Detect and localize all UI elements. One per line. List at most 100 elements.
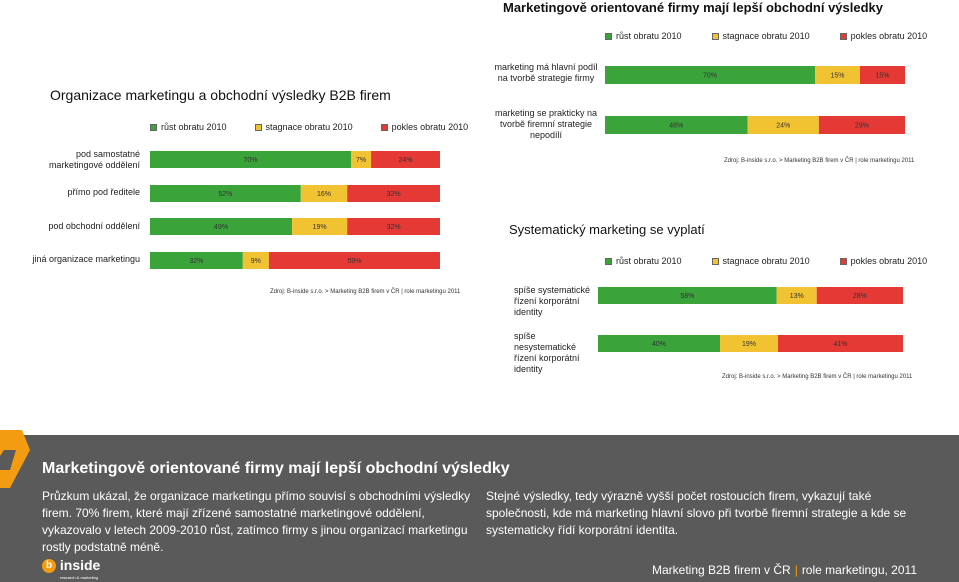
category-label: pod obchodní oddělení <box>48 221 140 231</box>
legend-label-stagnation: stagnace obratu 2010 <box>265 122 353 132</box>
chart-title-systematic: Systematický marketing se vyplatí <box>509 222 705 237</box>
legend-organization: růst obratu 2010 stagnace obratu 2010 po… <box>150 122 468 132</box>
bar-value-label: 15% <box>875 73 889 80</box>
legend-systematic: růst obratu 2010 stagnace obratu 2010 po… <box>605 256 927 266</box>
legend-item-growth: růst obratu 2010 <box>605 256 682 266</box>
page-title: Marketingově orientované firmy mají lepš… <box>503 0 884 15</box>
brand-name: inside <box>59 557 101 573</box>
bar-segment <box>818 116 905 134</box>
footer-text-left: Průzkum ukázal, že organizace marketingu… <box>42 489 471 554</box>
legend-swatch-stagnation <box>254 123 262 131</box>
source-text: Zdroj: B-inside s.r.o. > Marketing B2B f… <box>270 289 461 295</box>
legend-label-growth: růst obratu 2010 <box>616 256 682 266</box>
source-note-organization: Zdroj: B-inside s.r.o. > Marketing B2B f… <box>270 289 460 295</box>
bar-value-label: 41% <box>833 341 847 348</box>
bar-value-label: 19% <box>742 341 756 348</box>
bar-segment <box>776 287 817 304</box>
category-label: spíše systematické řízení korporátní ide… <box>514 285 591 317</box>
footer-panel <box>0 435 959 582</box>
bar-value-label: 32% <box>387 224 401 231</box>
bar-value-label: 49% <box>214 224 228 231</box>
bar-value-label: 7% <box>356 157 366 164</box>
bars-strategy: 70% 15% 15% 48% 24% 29% <box>605 66 905 134</box>
bar-value-label: 40% <box>652 341 666 348</box>
bar-segment <box>860 66 905 84</box>
bar-segment <box>816 287 903 304</box>
legend-item-growth: růst obratu 2010 <box>150 122 227 132</box>
bar-value-label: 9% <box>251 258 261 265</box>
legend-strategy: růst obratu 2010 stagnace obratu 2010 po… <box>605 31 927 41</box>
legend-swatch-decline <box>839 32 847 40</box>
bar-segment <box>347 185 440 202</box>
legend-swatch-stagnation <box>711 32 719 40</box>
legend-label-decline: pokles obratu 2010 <box>850 256 928 266</box>
legend-label-stagnation: stagnace obratu 2010 <box>722 31 810 41</box>
category-label: jiná organizace marketingu <box>32 254 140 264</box>
legend-swatch-growth <box>605 32 612 40</box>
bar-value-label: 16% <box>317 191 331 198</box>
bar-segment <box>605 116 748 134</box>
bar-segment <box>747 116 819 134</box>
source-note-systematic: Zdroj: B-inside s.r.o. > Marketing B2B f… <box>722 374 912 380</box>
bar-segment <box>815 66 860 84</box>
bar-segment <box>150 252 243 269</box>
source-text: Zdroj: B-inside s.r.o. > Marketing B2B f… <box>722 374 913 380</box>
source-note-strategy: Zdroj: B-inside s.r.o. > Marketing B2B f… <box>724 158 914 164</box>
legend-item-growth: růst obratu 2010 <box>605 31 682 41</box>
bar-value-label: 32% <box>387 191 401 198</box>
bar-segment <box>150 151 351 168</box>
brand-b-icon: b <box>42 559 56 574</box>
legend-swatch-stagnation <box>711 257 719 265</box>
bar-segment <box>150 218 293 235</box>
bar-segment <box>598 335 720 352</box>
category-label: pod samostatné marketingové oddělení <box>48 149 140 170</box>
bars-systematic: 58% 13% 28% 40% 19% 41% <box>598 287 903 352</box>
bars-organization: 70% 7% 24% 52% 16% 32% 49% 19% 32% 32% 9% 59% <box>150 151 440 269</box>
bar-value-label: 24% <box>776 123 790 130</box>
bar-value-label: 48% <box>669 123 683 130</box>
bar-segment <box>720 335 778 352</box>
chart-title-organization: Organizace marketingu a obchodní výsledk… <box>50 87 391 103</box>
bar-value-label: 59% <box>347 258 361 265</box>
category-label: marketing má hlavní podíl na tvorbě stra… <box>494 62 598 83</box>
legend-label-decline: pokles obratu 2010 <box>850 31 928 41</box>
bar-segment <box>292 218 348 235</box>
bar-value-label: 28% <box>853 293 867 300</box>
legend-item-decline: pokles obratu 2010 <box>839 31 928 41</box>
bar-value-label: 13% <box>790 293 804 300</box>
category-label: spíše nesystematické řízení korporátní i… <box>514 331 580 374</box>
legend-label-growth: růst obratu 2010 <box>616 31 682 41</box>
bar-segment <box>347 218 440 235</box>
bar-value-label: 70% <box>703 73 717 80</box>
bar-segment <box>350 151 372 168</box>
bar-segment <box>777 335 903 352</box>
bar-value-label: 32% <box>189 258 203 265</box>
source-text: Zdroj: B-inside s.r.o. > Marketing B2B f… <box>724 158 915 164</box>
legend-item-stagnation: stagnace obratu 2010 <box>711 31 810 41</box>
bar-value-label: 58% <box>680 293 694 300</box>
footer-title: Marketingově orientované firmy mají lepš… <box>42 460 510 477</box>
bar-segment <box>605 66 815 84</box>
legend-swatch-decline <box>839 257 847 265</box>
legend-swatch-decline <box>380 123 388 131</box>
bar-value-label: 19% <box>313 224 327 231</box>
category-label: přímo pod ředitele <box>67 187 140 197</box>
legend-item-decline: pokles obratu 2010 <box>380 122 468 132</box>
brand-tagline: research & marketing <box>60 575 99 580</box>
legend-item-stagnation: stagnace obratu 2010 <box>711 256 810 266</box>
legend-label-stagnation: stagnace obratu 2010 <box>722 256 810 266</box>
footer-text-right: Stejné výsledky, tedy výrazně vyšší poče… <box>486 489 907 537</box>
legend-item-stagnation: stagnace obratu 2010 <box>254 122 353 132</box>
bar-value-label: 15% <box>830 73 844 80</box>
corner-accent-icon <box>0 430 30 488</box>
bar-segment <box>242 252 269 269</box>
bar-segment <box>598 287 777 304</box>
bar-segment <box>150 185 301 202</box>
crumb-part-b: role marketingu, 2011 <box>801 563 917 577</box>
bar-segment <box>371 151 440 168</box>
brand-logo: b inside <box>42 557 101 574</box>
legend-swatch-growth <box>150 123 157 131</box>
bar-value-label: 70% <box>243 157 257 164</box>
category-label: marketing se prakticky na tvorbě firemní… <box>494 108 598 140</box>
